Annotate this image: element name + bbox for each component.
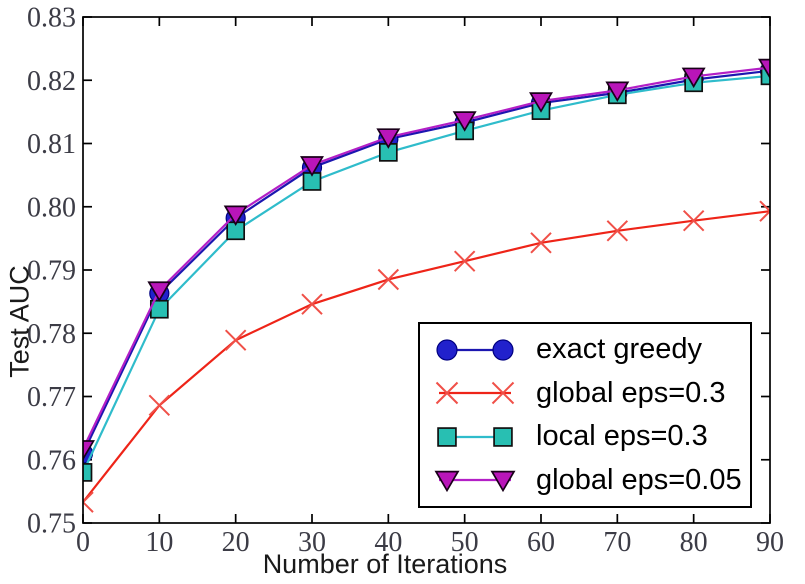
marker-triangle-down bbox=[376, 128, 401, 149]
y-tick-label: 0.80 bbox=[27, 192, 76, 223]
y-tick-label: 0.83 bbox=[27, 3, 76, 34]
marker-x bbox=[224, 329, 247, 351]
plot-border bbox=[82, 16, 771, 524]
marker-x bbox=[759, 209, 770, 222]
marker-square bbox=[493, 426, 513, 447]
marker-x bbox=[530, 232, 552, 254]
x-tick-label: 10 bbox=[145, 527, 173, 558]
legend-label: global eps=0.3 bbox=[536, 376, 726, 409]
legend-marker-global-eps-0.3 bbox=[435, 382, 515, 405]
x-tick-label: 80 bbox=[680, 527, 708, 558]
series-line-global-eps-0.3 bbox=[83, 210, 770, 503]
marker-x bbox=[682, 209, 705, 232]
marker-triangle-down bbox=[452, 111, 477, 132]
marker-x bbox=[453, 250, 476, 272]
marker-x bbox=[83, 500, 94, 513]
y-tick-label: 0.78 bbox=[27, 319, 76, 350]
series-layer bbox=[83, 58, 770, 513]
marker-triangle-down bbox=[681, 67, 706, 89]
legend-item-global-eps-0.3: global eps=0.3 bbox=[420, 372, 750, 414]
legend-item-global-eps-0.05: global eps=0.05 bbox=[420, 459, 750, 501]
y-tick-label: 0.76 bbox=[27, 445, 76, 476]
series-line-local-eps-0.3 bbox=[83, 74, 770, 473]
x-axis-title: Number of Iterations bbox=[262, 549, 508, 579]
marker-x bbox=[491, 382, 515, 405]
y-tick-label: 0.77 bbox=[27, 382, 76, 413]
marker-triangle-down bbox=[490, 471, 516, 493]
marker-square bbox=[83, 463, 93, 482]
x-tick-label: 50 bbox=[451, 527, 479, 558]
marker-x bbox=[83, 491, 94, 504]
legend-box: exact greedy global eps=0.3 local eps=0.… bbox=[418, 322, 752, 508]
x-tick-label: 90 bbox=[756, 527, 784, 558]
x-tick-label: 20 bbox=[222, 527, 250, 558]
marker-triangle-down bbox=[147, 281, 172, 302]
marker-x bbox=[377, 268, 400, 291]
marker-x bbox=[148, 394, 171, 417]
marker-x bbox=[759, 200, 770, 213]
marker-triangle-down bbox=[529, 92, 553, 113]
x-tick-label: 70 bbox=[603, 527, 631, 558]
legend-marker-exact-greedy bbox=[436, 339, 514, 361]
legend-marker-global-eps-0.05 bbox=[434, 471, 516, 493]
marker-triangle-down bbox=[223, 205, 248, 227]
y-tick-label: 0.82 bbox=[27, 66, 76, 97]
marker-triangle-down bbox=[605, 81, 630, 103]
marker-triangle-down bbox=[83, 440, 95, 461]
marker-triangle-down bbox=[758, 58, 770, 80]
marker-circle bbox=[436, 339, 458, 361]
y-tick-label: 0.81 bbox=[27, 129, 76, 160]
y-axis-title: Test AUC bbox=[4, 265, 35, 378]
marker-triangle-down bbox=[434, 471, 460, 493]
legend-item-local-eps-0.3: local eps=0.3 bbox=[420, 416, 750, 458]
y-tick-label: 0.79 bbox=[27, 256, 76, 287]
marker-circle bbox=[492, 339, 514, 361]
marker-square bbox=[437, 426, 457, 447]
y-tick-label: 0.75 bbox=[27, 509, 76, 540]
marker-triangle-down bbox=[300, 156, 324, 177]
legend-label: local eps=0.3 bbox=[536, 420, 708, 453]
marker-square bbox=[760, 66, 770, 86]
legend-marker-local-eps-0.3 bbox=[437, 426, 513, 447]
series-line-exact-greedy bbox=[83, 69, 770, 454]
legend-label: global eps=0.05 bbox=[536, 463, 742, 496]
marker-x bbox=[606, 220, 629, 242]
legend-item-exact-greedy: exact greedy bbox=[420, 329, 750, 371]
x-tick-label: 40 bbox=[374, 527, 402, 558]
x-tick-label: 30 bbox=[298, 527, 326, 558]
series-line-global-eps-0.05 bbox=[83, 66, 770, 450]
x-tick-label: 0 bbox=[76, 527, 90, 558]
x-tick-label: 60 bbox=[527, 527, 555, 558]
legend-label: exact greedy bbox=[536, 333, 703, 366]
marker-x bbox=[435, 382, 459, 405]
marker-x bbox=[301, 293, 323, 315]
